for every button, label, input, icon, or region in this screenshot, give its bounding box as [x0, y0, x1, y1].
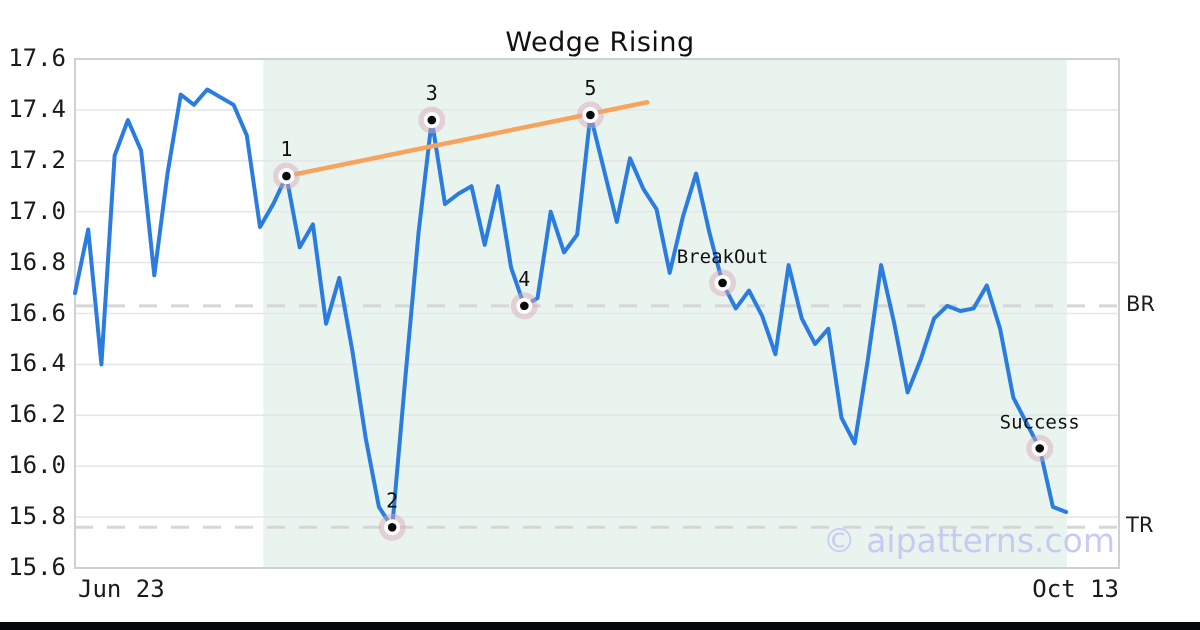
annotation-label-5: 5: [584, 76, 596, 100]
annotation-label-success: Success: [1000, 411, 1080, 433]
annotation-label-1: 1: [280, 137, 292, 161]
level-label-br: BR: [1126, 291, 1155, 316]
y-tick-label: 17.6: [8, 44, 66, 72]
y-tick-label: 16.0: [8, 451, 66, 480]
marker-dot: [387, 522, 397, 532]
level-label-tr: TR: [1126, 513, 1154, 538]
marker-dot: [586, 110, 595, 120]
marker-dot: [520, 301, 529, 311]
y-tick-label: 15.8: [8, 502, 66, 531]
y-tick-label: 16.6: [8, 298, 66, 327]
y-tick-label: 15.6: [8, 553, 66, 581]
x-tick-end: Oct 13: [1032, 575, 1119, 603]
plot-border: [74, 58, 1120, 569]
y-tick-label: 17.4: [8, 94, 66, 123]
marker-dot: [718, 278, 727, 288]
marker-dot: [282, 171, 291, 181]
marker-dot: [1035, 444, 1045, 453]
footer-bar: [0, 622, 1200, 630]
annotation-label-breakout: BreakOut: [677, 246, 769, 268]
chart-title: Wedge Rising: [505, 27, 695, 58]
y-tick-label: 16.4: [8, 349, 66, 378]
annotation-label-2: 2: [386, 488, 398, 512]
marker-dot: [427, 115, 437, 125]
annotation-label-3: 3: [426, 81, 438, 105]
y-tick-label: 17.0: [8, 196, 66, 225]
y-tick-label: 16.8: [8, 247, 66, 276]
watermark: © aipatterns.com: [822, 521, 1115, 560]
y-tick-label: 17.2: [8, 145, 66, 174]
annotation-label-4: 4: [518, 267, 530, 291]
x-tick-start: Jun 23: [78, 575, 165, 603]
price-line: [73, 87, 1069, 530]
y-tick-label: 16.2: [8, 400, 66, 429]
